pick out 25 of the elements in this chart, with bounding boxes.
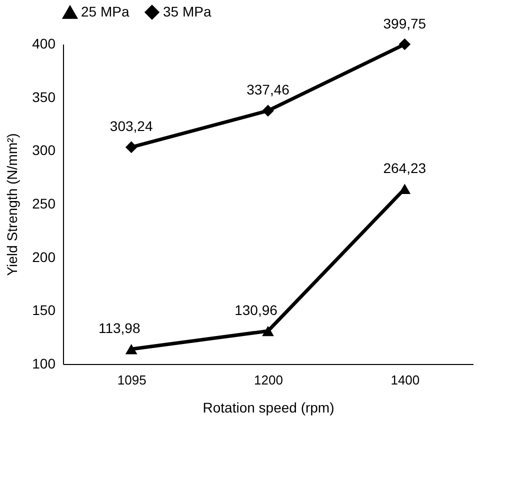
y-tick-label: 300 (32, 142, 56, 158)
point (262, 326, 274, 336)
x-tick-label: 1200 (254, 372, 283, 388)
data-label: 113,98 (98, 320, 140, 336)
point (125, 344, 138, 354)
data-label: 337,46 (246, 82, 290, 98)
y-tick-label: 100 (32, 356, 56, 372)
y-tick-label: 350 (32, 88, 56, 105)
point (125, 141, 138, 154)
y-tick-label: 250 (32, 196, 56, 212)
y-axis-title: Yield Strength (N/mm²) (4, 133, 20, 276)
legend-label: 25 MPa (81, 4, 130, 20)
y-tick-label: 400 (32, 36, 56, 52)
y-tick-label: 150 (32, 302, 56, 318)
point (262, 104, 274, 117)
data-label: 130,96 (234, 302, 278, 318)
y-tick-label: 200 (32, 248, 56, 265)
legend-label: 35 MPa (163, 3, 212, 20)
x-axis-title: Rotation speed (rpm) (202, 400, 334, 416)
data-label: 303,24 (110, 118, 153, 134)
x-tick-label: 1095 (117, 372, 146, 388)
data-label: 264,23 (383, 160, 426, 176)
point (398, 38, 411, 50)
data-label: 399,75 (383, 15, 426, 32)
x-tick-label: 1400 (390, 372, 420, 388)
